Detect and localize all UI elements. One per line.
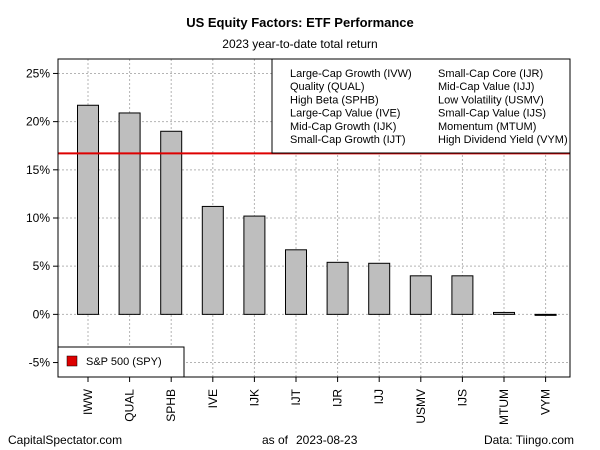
bar-vym (534, 313, 557, 316)
factor-legend-entry: Low Volatility (USMV) (438, 94, 544, 106)
factor-legend-entry: Small-Cap Growth (IJT) (290, 134, 406, 146)
reference-legend-swatch (66, 355, 78, 367)
bar-ijr (326, 261, 349, 315)
y-tick-label: 10% (26, 211, 50, 225)
reference-legend-box (57, 346, 185, 378)
x-tick-label-ijk: IJK (247, 389, 261, 406)
footer-left-source: CapitalSpectator.com (8, 433, 122, 447)
x-tick-label-ive: IVE (206, 389, 220, 408)
x-tick-label-sphb: SPHB (164, 389, 178, 422)
factor-legend-entry: Mid-Cap Value (IJJ) (438, 81, 534, 93)
y-tick-label: 20% (26, 115, 50, 129)
factor-legend-entry: Mid-Cap Growth (IJK) (290, 121, 396, 133)
factor-legend-entry: High Dividend Yield (VYM) (438, 134, 568, 146)
x-tick-label-ijt: IJT (289, 388, 303, 405)
y-tick-label: 25% (26, 66, 50, 80)
footer-as-of-label: as of (262, 433, 289, 447)
y-tick-label: 15% (26, 163, 50, 177)
bar-sphb (160, 130, 183, 315)
factor-legend-right-column: Small-Cap Core (IJR)Mid-Cap Value (IJJ)L… (438, 68, 568, 146)
factor-legend-entry: Large-Cap Value (IVE) (290, 108, 400, 120)
footer-right-data-source: Data: Tiingo.com (484, 433, 574, 447)
y-tick-label: -5% (29, 356, 51, 370)
factor-legend-entry: High Beta (SPHB) (290, 94, 379, 106)
x-tick-label-ijj: IJJ (372, 389, 386, 404)
axis-layer: -5% 0% 5% 10% 15% 20% 25% IWW QUAL SPHB IVE IJK IJT I… (26, 66, 553, 425)
bar-iww (77, 104, 99, 315)
bar-qual (118, 112, 141, 315)
bar-ijj (368, 262, 391, 315)
factor-legend-entry: Small-Cap Value (IJS) (438, 108, 546, 120)
x-tick-label-ijs: IJS (455, 389, 469, 406)
chart-title: US Equity Factors: ETF Performance (186, 15, 414, 30)
bar-ijs (451, 275, 474, 315)
bar-usmv (409, 275, 432, 315)
factor-legend-entry: Momentum (MTUM) (438, 121, 536, 133)
x-tick-label-iww: IWW (81, 388, 95, 415)
bar-ijt (285, 249, 307, 315)
x-tick-label-vym: VYM (539, 389, 553, 415)
bar-ive (201, 205, 224, 315)
reference-legend-label: S&P 500 (SPY) (86, 356, 162, 368)
x-tick-label-ijr: IJR (331, 389, 345, 407)
factor-legend-entry: Small-Cap Core (IJR) (438, 68, 543, 80)
y-tick-label: 5% (33, 259, 51, 273)
factor-legend-entry: Quality (QUAL) (290, 81, 365, 93)
bar-mtum (493, 311, 515, 315)
x-tick-label-qual: QUAL (123, 389, 137, 422)
bars-layer (77, 104, 557, 316)
reference-legend: S&P 500 (SPY) (57, 346, 185, 378)
factor-legend-box (271, 58, 571, 154)
y-tick-label: 0% (33, 307, 51, 321)
x-tick-label-usmv: USMV (414, 389, 428, 424)
footer-date: 2023-08-23 (296, 433, 358, 447)
factor-legend-entry: Large-Cap Growth (IVW) (290, 68, 412, 80)
bar-ijk (243, 215, 266, 315)
x-tick-label-mtum: MTUM (497, 389, 511, 425)
chart-subtitle: 2023 year-to-date total return (222, 37, 377, 51)
factor-legend-left-column: Large-Cap Growth (IVW)Quality (QUAL)High… (290, 68, 412, 146)
factor-legend: Large-Cap Growth (IVW)Quality (QUAL)High… (271, 58, 571, 154)
